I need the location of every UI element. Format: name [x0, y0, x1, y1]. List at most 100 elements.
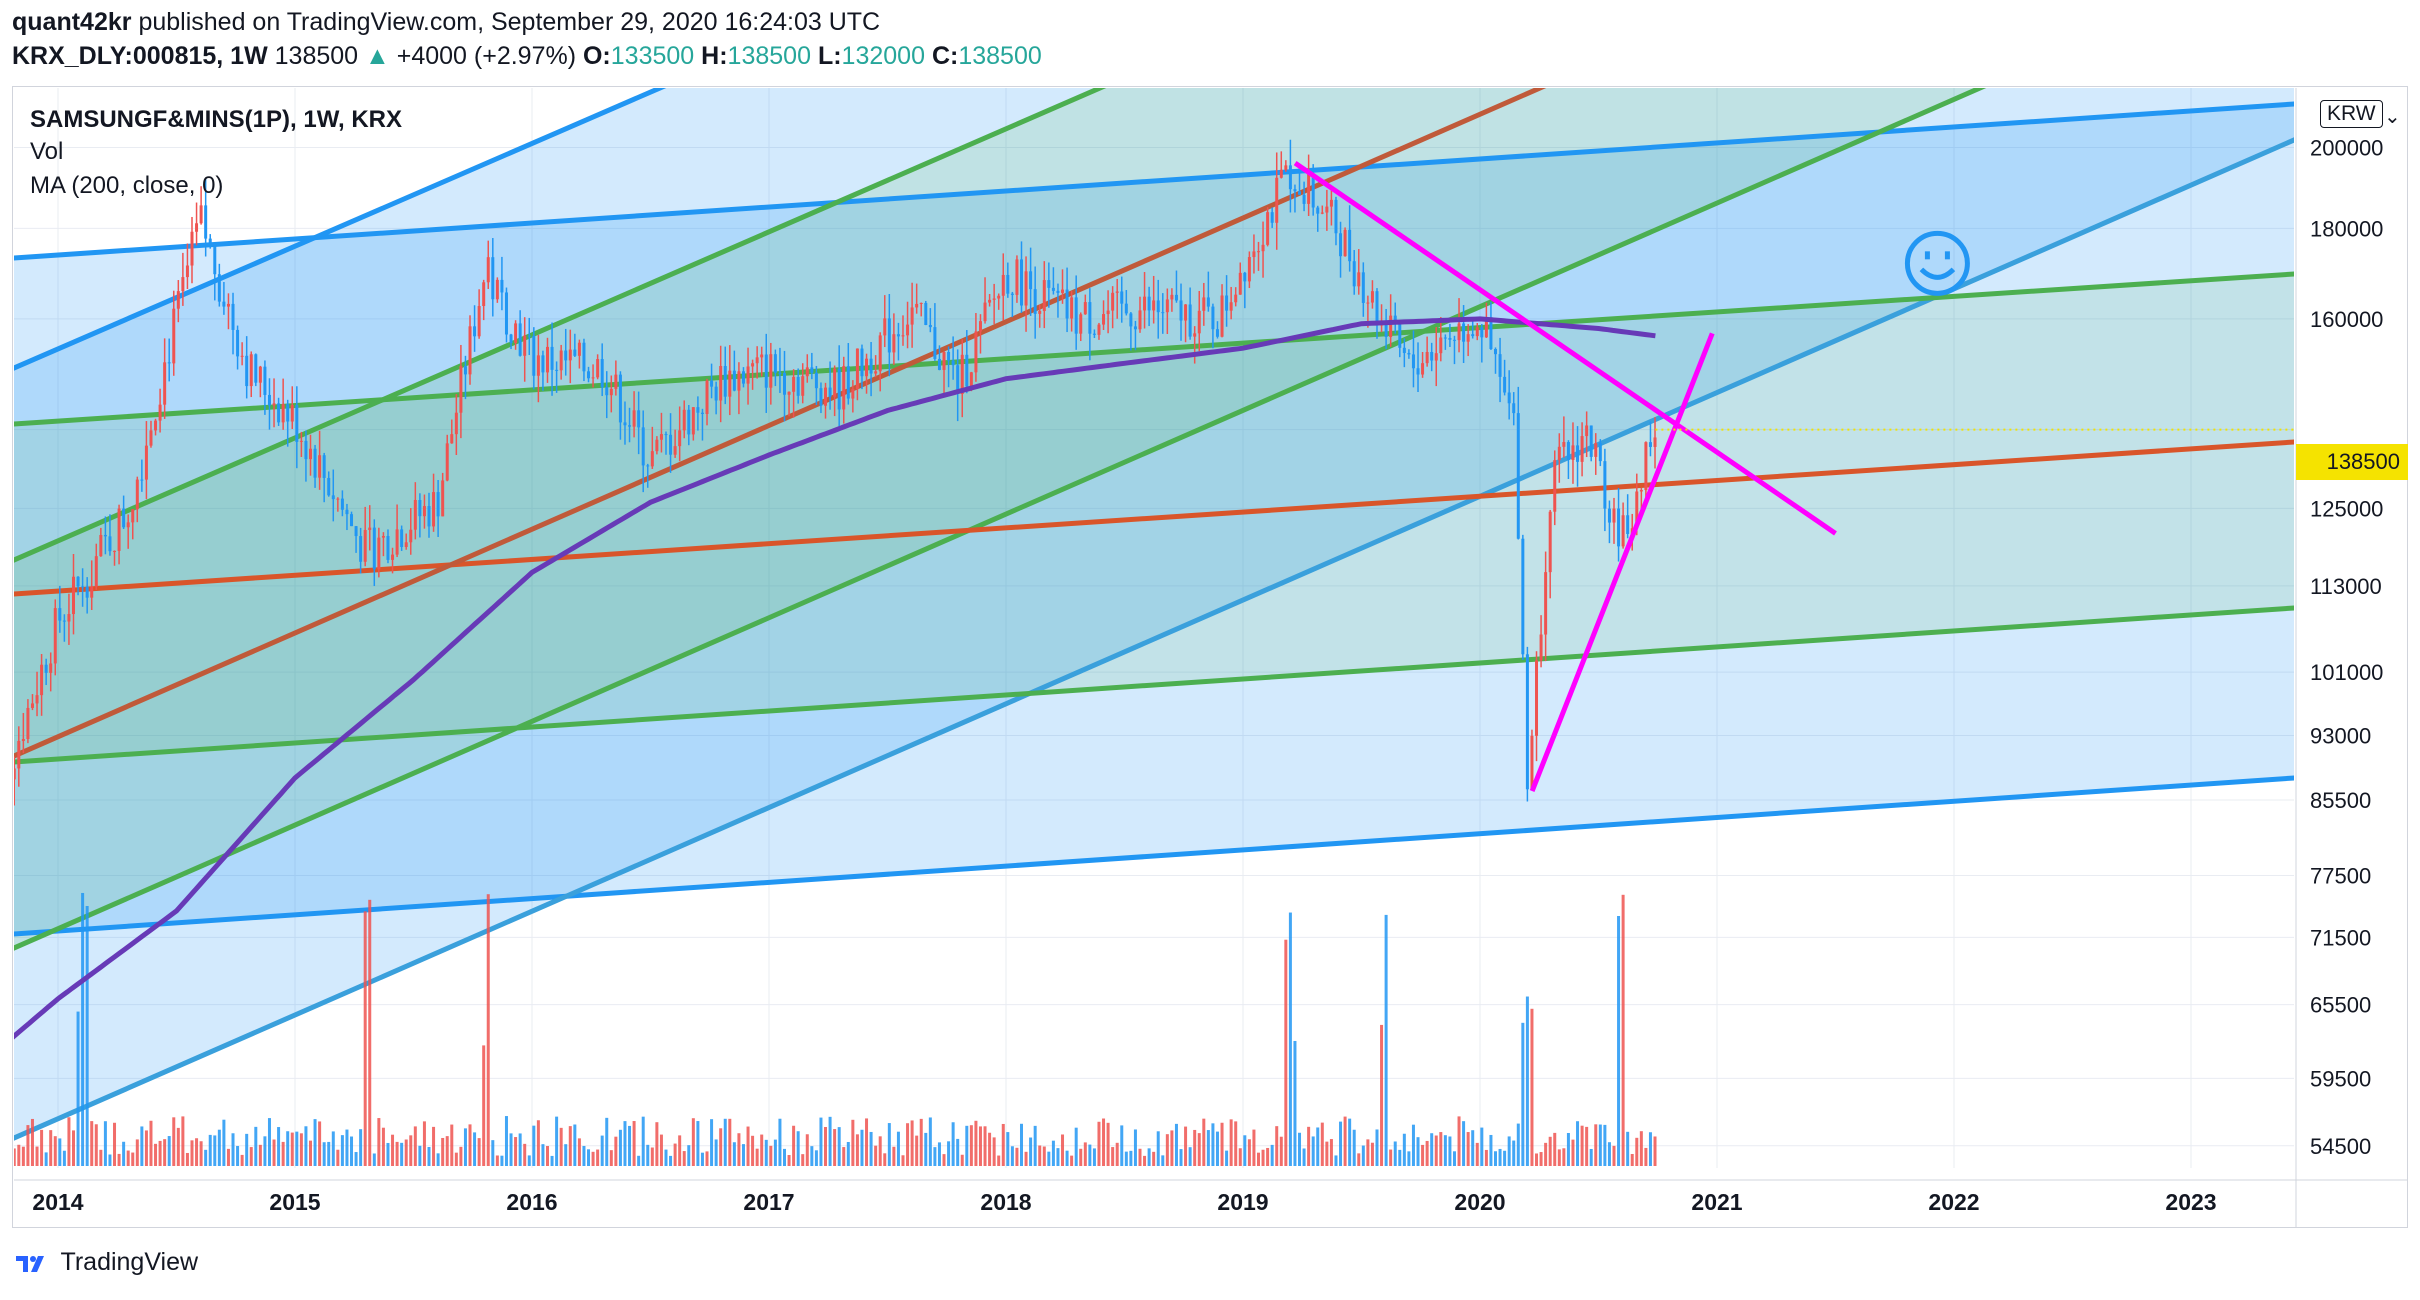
price-candle — [874, 371, 878, 374]
author-name[interactable]: quant42kr — [12, 8, 132, 36]
volume-bar — [1566, 1132, 1570, 1166]
volume-bar — [1603, 1124, 1607, 1166]
volume-bar — [1607, 1142, 1611, 1166]
price-candle — [1256, 251, 1260, 253]
price-candle — [76, 576, 80, 587]
volume-bar — [30, 1118, 34, 1166]
price-candle — [281, 404, 285, 423]
high-value: 138500 — [727, 42, 811, 70]
volume-bar — [696, 1121, 700, 1166]
price-candle — [564, 350, 568, 361]
price-candle — [1161, 312, 1165, 314]
price-candle — [1197, 310, 1201, 334]
volume-bar — [960, 1154, 964, 1166]
price-candle — [819, 388, 823, 406]
volume-bar — [1225, 1150, 1229, 1166]
up-arrow-icon: ▲ — [365, 42, 390, 70]
price-candle — [204, 205, 208, 239]
price-candle — [473, 326, 477, 337]
volume-bar — [637, 1155, 641, 1166]
price-candle — [1051, 287, 1055, 291]
open-label: O: — [582, 42, 611, 70]
price-candle — [308, 448, 312, 460]
currency-button[interactable]: KRW — [2320, 100, 2383, 128]
volume-bar — [641, 1116, 645, 1166]
volume-bar — [1580, 1125, 1584, 1166]
volume-bar — [1498, 1148, 1502, 1166]
volume-bar — [1252, 1129, 1256, 1166]
volume-bar — [1466, 1132, 1470, 1166]
volume-bar — [85, 906, 89, 1166]
volume-bar — [190, 1140, 194, 1166]
chart-title[interactable]: SAMSUNGF&MINS(1P), 1W, KRX — [30, 106, 403, 133]
volume-bar — [545, 1146, 549, 1166]
volume-bar — [1047, 1151, 1051, 1166]
volume-bar — [1639, 1131, 1643, 1166]
price-candle — [559, 350, 563, 371]
price-candle — [1329, 199, 1333, 207]
tradingview-logo-icon — [16, 1256, 44, 1273]
ma-legend[interactable]: MA (200, close, 0) — [30, 172, 224, 199]
price-candle — [523, 335, 527, 356]
volume-bar — [1366, 1139, 1370, 1166]
volume-bar — [951, 1122, 955, 1166]
chevron-down-icon[interactable]: ⌄ — [2384, 106, 2401, 128]
brand-name[interactable]: TradingView — [60, 1248, 199, 1276]
volume-bar — [313, 1119, 317, 1166]
volume-bar — [764, 1139, 768, 1166]
volume-bar — [559, 1127, 563, 1166]
volume-bar — [983, 1126, 987, 1166]
volume-bar — [878, 1136, 882, 1166]
volume-bar — [231, 1133, 235, 1166]
price-candle — [541, 355, 545, 373]
volume-bar — [267, 1118, 271, 1166]
volume-bar — [577, 1138, 581, 1166]
volume-bar — [573, 1124, 577, 1166]
green-channel-top-line — [14, 271, 2294, 427]
price-candle — [828, 387, 832, 397]
volume-bar — [149, 1120, 153, 1166]
volume-bar — [869, 1131, 873, 1166]
price-candle — [928, 324, 932, 328]
volume-bar — [336, 1149, 340, 1166]
volume-bar — [154, 1143, 158, 1166]
price-candle — [1102, 314, 1106, 325]
volume-bar — [331, 1131, 335, 1166]
price-candle — [550, 346, 554, 370]
price-candle — [1507, 392, 1511, 404]
volume-bar — [732, 1142, 736, 1166]
price-candle — [801, 376, 805, 396]
price-candle — [226, 303, 230, 307]
volume-bar — [582, 1145, 586, 1166]
price-candle — [40, 664, 44, 696]
volume-bar — [1307, 1126, 1311, 1166]
price-candle — [910, 307, 914, 325]
volume-legend[interactable]: Vol — [30, 138, 64, 165]
price-candle — [527, 335, 531, 337]
volume-bar — [937, 1142, 941, 1166]
volume-bar — [1010, 1146, 1014, 1166]
y-tick-label: 59500 — [2310, 1066, 2371, 1091]
price-candle — [915, 303, 919, 308]
price-candle — [290, 405, 294, 422]
magenta-ascending-line — [1529, 332, 1715, 793]
price-candle — [892, 334, 896, 353]
price-candle — [1179, 300, 1183, 321]
volume-bar — [1452, 1151, 1456, 1166]
price-candle — [1562, 442, 1566, 447]
volume-bar — [728, 1118, 732, 1166]
price-candle — [1138, 310, 1142, 330]
volume-bar — [1061, 1134, 1065, 1166]
volume-bar — [436, 1153, 440, 1166]
price-candle — [313, 448, 317, 478]
price-candle — [933, 327, 937, 359]
volume-bar — [541, 1144, 545, 1166]
price-candle — [1092, 333, 1096, 335]
volume-bar — [263, 1136, 267, 1166]
price-candle — [691, 407, 695, 435]
price-candle — [413, 499, 417, 530]
volume-bar — [997, 1155, 1001, 1166]
volume-bar — [833, 1129, 837, 1166]
steep-blue-upper-line — [14, 88, 667, 371]
